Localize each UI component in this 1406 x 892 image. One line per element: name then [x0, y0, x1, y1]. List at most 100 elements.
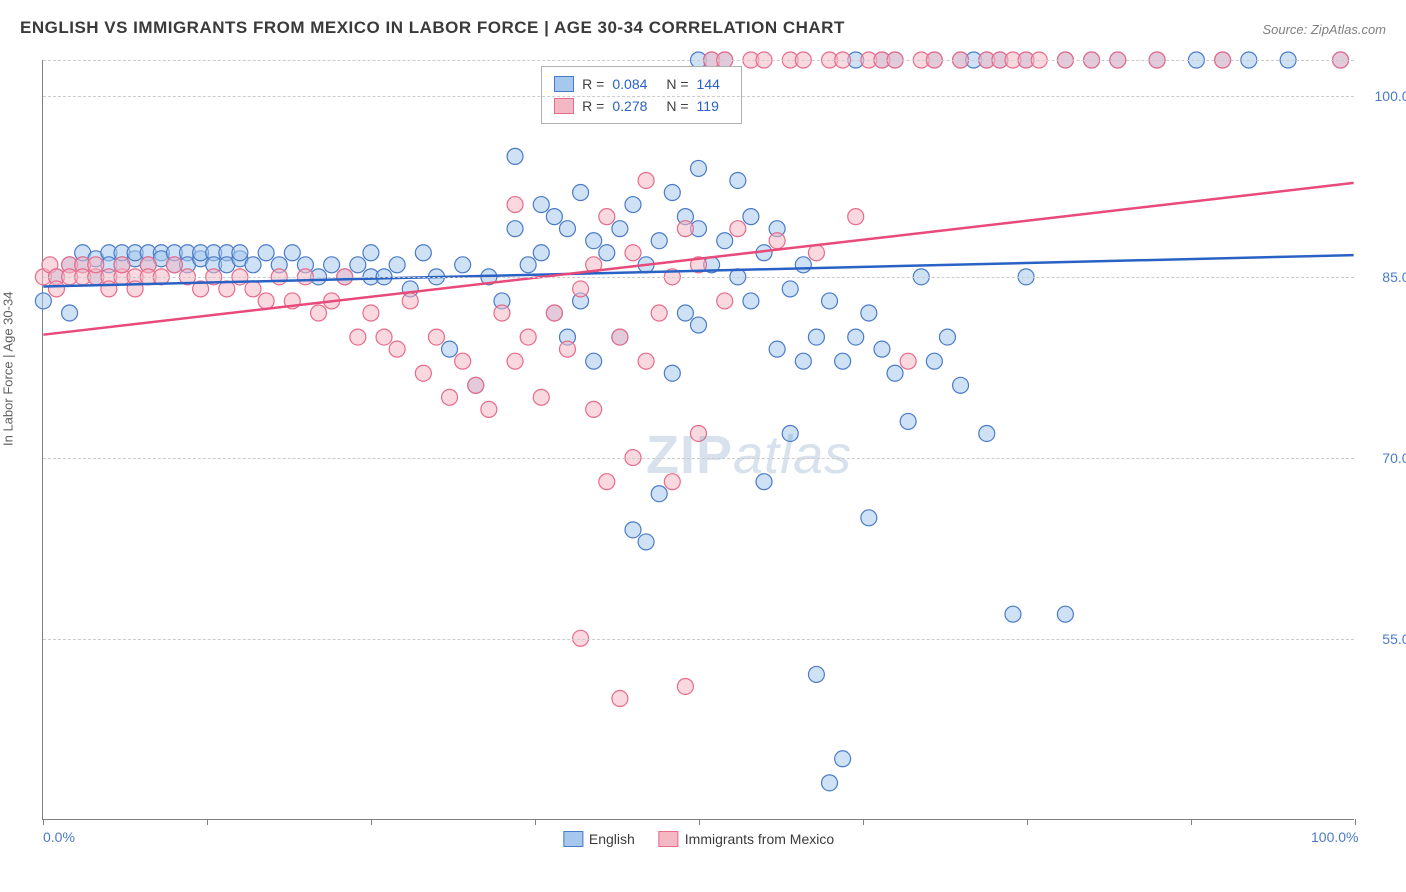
data-point	[612, 221, 628, 237]
data-point	[559, 221, 575, 237]
data-point	[625, 522, 641, 538]
data-point	[625, 245, 641, 261]
data-point	[939, 329, 955, 345]
data-point	[62, 305, 78, 321]
data-point	[507, 197, 523, 213]
data-point	[599, 209, 615, 225]
data-point	[311, 305, 327, 321]
data-point	[599, 474, 615, 490]
legend-item: Immigrants from Mexico	[659, 831, 834, 847]
source-attribution: Source: ZipAtlas.com	[1262, 22, 1386, 37]
data-point	[782, 425, 798, 441]
data-point	[795, 353, 811, 369]
data-point	[677, 221, 693, 237]
legend-row: R = 0.278 N = 119	[554, 95, 728, 117]
data-point	[822, 775, 838, 791]
data-point	[546, 305, 562, 321]
data-point	[651, 305, 667, 321]
r-label: R =	[582, 73, 604, 95]
gridline-h	[43, 60, 1354, 61]
gridline-h	[43, 96, 1354, 97]
data-point	[507, 221, 523, 237]
data-point	[284, 245, 300, 261]
data-point	[114, 257, 130, 273]
data-point	[625, 197, 641, 213]
data-point	[808, 245, 824, 261]
data-point	[638, 353, 654, 369]
data-point	[808, 329, 824, 345]
x-tick	[43, 819, 44, 825]
x-tick-label: 0.0%	[43, 829, 75, 845]
x-tick	[1191, 819, 1192, 825]
legend-item: English	[563, 831, 635, 847]
data-point	[612, 691, 628, 707]
x-tick	[535, 819, 536, 825]
data-point	[730, 172, 746, 188]
data-point	[559, 341, 575, 357]
y-tick-label: 70.0%	[1382, 450, 1406, 466]
n-label: N =	[666, 73, 688, 95]
data-point	[691, 317, 707, 333]
data-point	[494, 305, 510, 321]
data-point	[638, 172, 654, 188]
data-point	[88, 257, 104, 273]
data-point	[861, 305, 877, 321]
chart-svg	[43, 60, 1354, 819]
data-point	[769, 341, 785, 357]
data-point	[468, 377, 484, 393]
data-point	[1057, 606, 1073, 622]
data-point	[953, 377, 969, 393]
data-point	[769, 233, 785, 249]
y-axis-title: In Labor Force | Age 30-34	[1, 292, 16, 446]
data-point	[389, 257, 405, 273]
data-point	[35, 293, 51, 309]
legend-label: English	[589, 831, 635, 847]
data-point	[166, 257, 182, 273]
data-point	[979, 425, 995, 441]
data-point	[848, 209, 864, 225]
data-point	[743, 209, 759, 225]
data-point	[415, 365, 431, 381]
correlation-legend: R = 0.084 N = 144 R = 0.278 N = 119	[541, 66, 741, 124]
data-point	[507, 148, 523, 164]
data-point	[638, 534, 654, 550]
data-point	[402, 293, 418, 309]
data-point	[651, 486, 667, 502]
data-point	[101, 281, 117, 297]
data-point	[546, 209, 562, 225]
data-point	[245, 257, 261, 273]
x-tick	[371, 819, 372, 825]
chart-container: ENGLISH VS IMMIGRANTS FROM MEXICO IN LAB…	[0, 0, 1406, 892]
legend-label: Immigrants from Mexico	[685, 831, 834, 847]
data-point	[900, 413, 916, 429]
series-legend: English Immigrants from Mexico	[563, 831, 834, 847]
data-point	[586, 233, 602, 249]
x-tick	[1027, 819, 1028, 825]
data-point	[599, 245, 615, 261]
data-point	[677, 305, 693, 321]
chart-title: ENGLISH VS IMMIGRANTS FROM MEXICO IN LAB…	[20, 18, 845, 38]
data-point	[415, 245, 431, 261]
data-point	[926, 353, 942, 369]
data-point	[664, 474, 680, 490]
legend-row: R = 0.084 N = 144	[554, 73, 728, 95]
data-point	[756, 474, 772, 490]
r-label: R =	[582, 95, 604, 117]
x-tick	[863, 819, 864, 825]
data-point	[586, 353, 602, 369]
x-tick	[699, 819, 700, 825]
data-point	[533, 245, 549, 261]
r-value: 0.278	[612, 95, 658, 117]
data-point	[782, 281, 798, 297]
data-point	[520, 257, 536, 273]
x-tick-label: 100.0%	[1311, 829, 1358, 845]
data-point	[363, 245, 379, 261]
r-value: 0.084	[612, 73, 658, 95]
legend-swatch	[659, 831, 679, 847]
data-point	[481, 401, 497, 417]
data-point	[324, 257, 340, 273]
plot-area: ZIPatlas R = 0.084 N = 144 R = 0.278 N =…	[42, 60, 1354, 820]
data-point	[350, 329, 366, 345]
legend-swatch	[554, 76, 574, 92]
y-tick-label: 85.0%	[1382, 269, 1406, 285]
